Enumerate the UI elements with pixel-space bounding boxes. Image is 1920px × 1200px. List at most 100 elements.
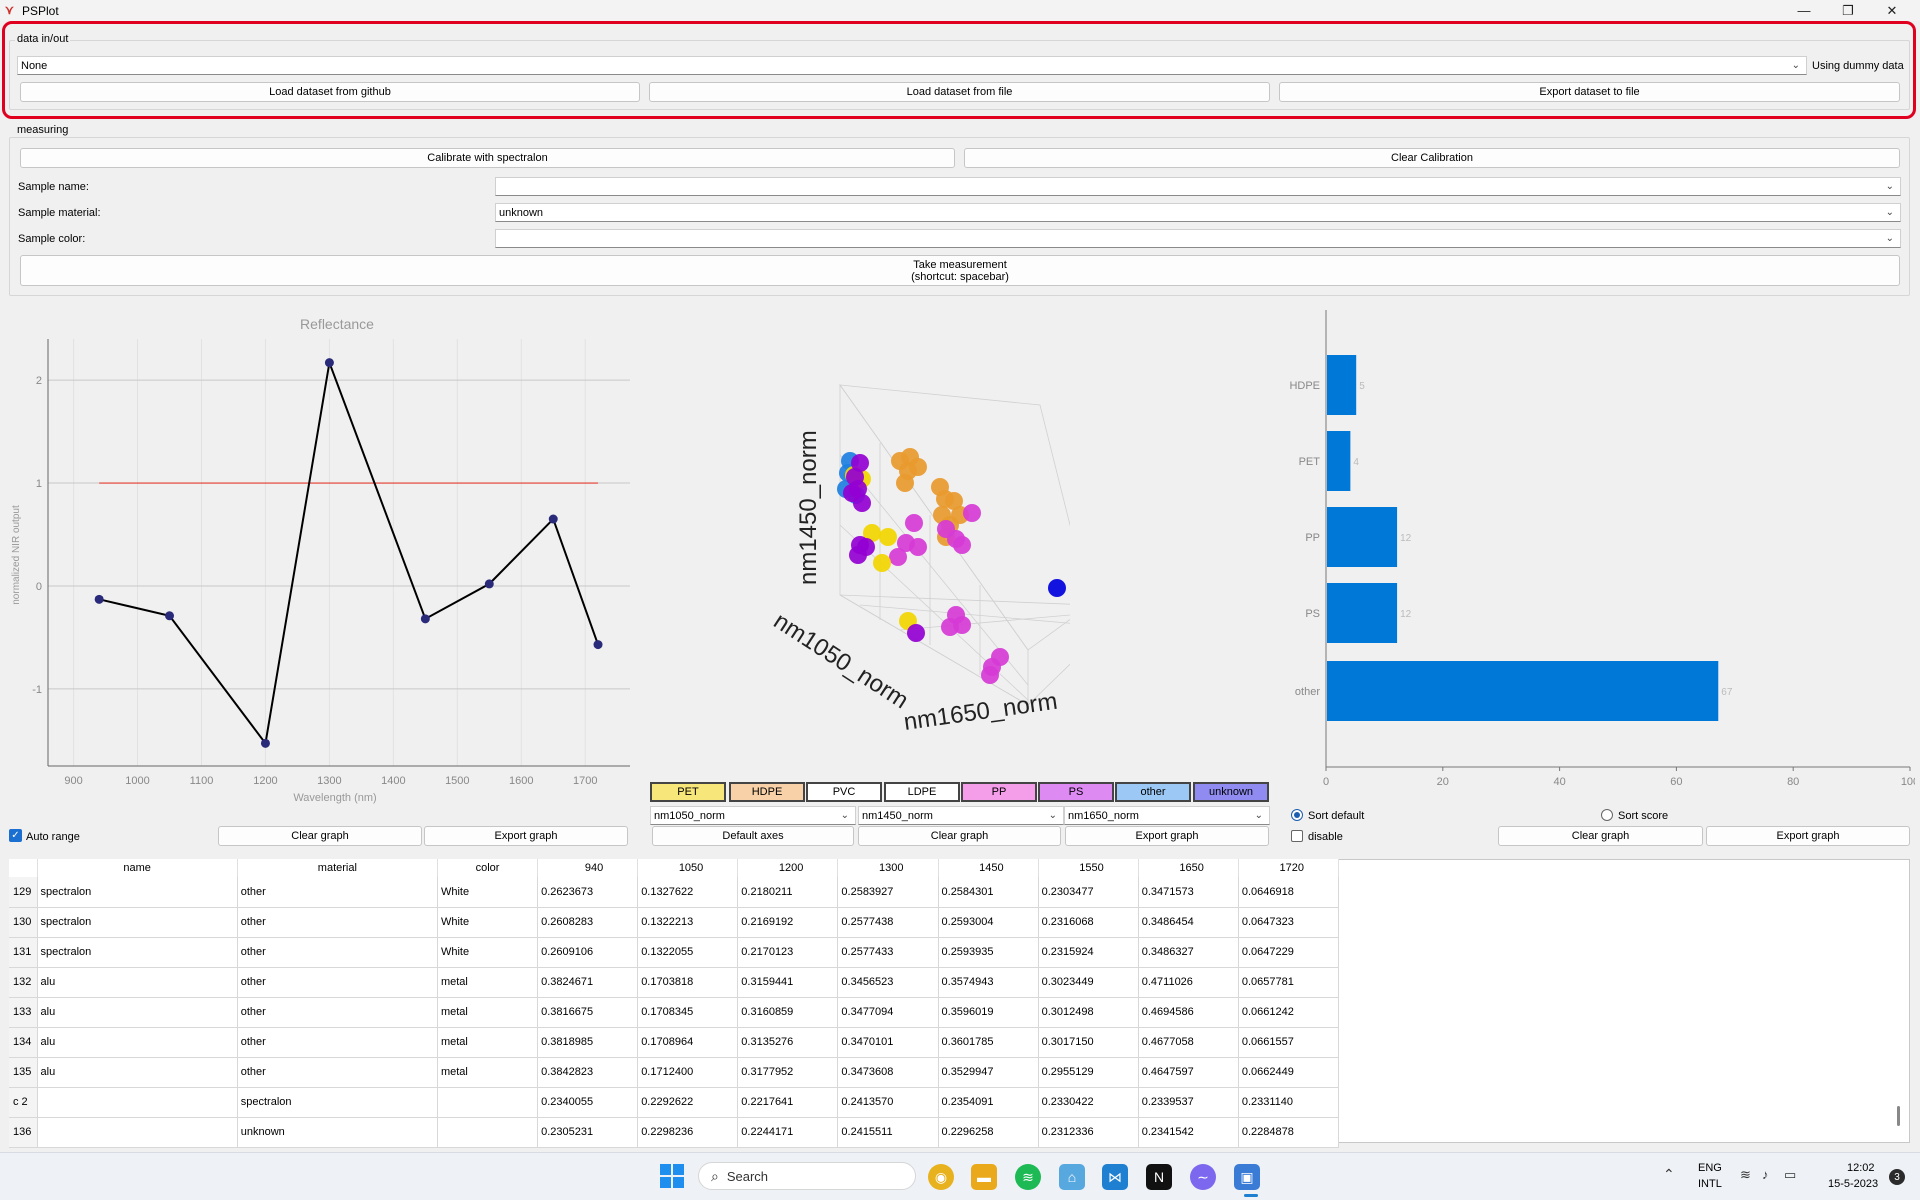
notification-badge[interactable]: 3 (1889, 1169, 1905, 1185)
scatter-clear-graph-button[interactable]: Clear graph (858, 826, 1061, 846)
table-row[interactable]: 129 spectralon other White 0.2623673 0.132762… (9, 877, 1340, 908)
start-icon[interactable] (660, 1164, 684, 1188)
clear-calibration-button[interactable]: Clear Calibration (964, 148, 1900, 168)
table-cell[interactable]: 0.3816675 (537, 997, 639, 1028)
table-cell[interactable]: 0.3470101 (837, 1027, 939, 1058)
table-cell[interactable]: 0.2169192 (737, 907, 839, 938)
export-file-button[interactable]: Export dataset to file (1279, 82, 1900, 102)
table-cell[interactable]: 0.2415511 (837, 1117, 939, 1148)
clock-time[interactable]: 12:02 (1847, 1162, 1875, 1174)
table-cell[interactable]: 0.3842823 (537, 1057, 639, 1088)
table-cell[interactable]: 0.3596019 (938, 997, 1039, 1028)
table-cell[interactable] (37, 1117, 238, 1148)
table-row[interactable]: 136 unknown 0.2305231 0.2298236 0.2244171 0.2… (9, 1117, 1340, 1148)
table-cell[interactable]: 0.2330422 (1038, 1087, 1139, 1118)
table-cell[interactable] (437, 1087, 539, 1118)
scatter-export-graph-button[interactable]: Export graph (1065, 826, 1269, 846)
taskbar-search[interactable]: ⌕ Search (698, 1162, 916, 1190)
table-cell[interactable]: 0.3012498 (1038, 997, 1139, 1028)
table-cell[interactable]: 0.4694586 (1138, 997, 1239, 1028)
table-cell[interactable]: 0.2341542 (1138, 1117, 1239, 1148)
row-header[interactable]: 132 (9, 967, 38, 998)
table-cell[interactable]: 0.1322055 (637, 937, 739, 968)
table-cell[interactable]: other (237, 1027, 438, 1058)
store-icon[interactable]: ⌂ (1059, 1164, 1085, 1190)
column-header[interactable]: 1200 (737, 859, 839, 877)
legend-chip-ldpe[interactable]: LDPE (884, 782, 960, 802)
language-label[interactable]: ENG (1698, 1162, 1722, 1174)
table-cell[interactable]: 0.0647323 (1238, 907, 1340, 938)
legend-chip-hdpe[interactable]: HDPE (729, 782, 805, 802)
table-cell[interactable]: 0.0662449 (1238, 1057, 1340, 1088)
table-cell[interactable]: 0.0657781 (1238, 967, 1340, 998)
table-cell[interactable]: 0.2593935 (938, 937, 1039, 968)
table-cell[interactable]: spectralon (37, 907, 238, 938)
table-cell[interactable]: 0.3824671 (537, 967, 639, 998)
table-row[interactable]: 135 alu other metal 0.3842823 0.1712400 0.3177… (9, 1057, 1340, 1088)
table-cell[interactable]: spectralon (37, 877, 238, 908)
column-header[interactable]: material (237, 859, 438, 877)
close-icon[interactable]: ✕ (1886, 2, 1898, 18)
table-cell[interactable]: 0.1322213 (637, 907, 739, 938)
table-cell[interactable]: 0.2577438 (837, 907, 939, 938)
table-cell[interactable]: 0.3160859 (737, 997, 839, 1028)
table-cell[interactable]: 0.2339537 (1138, 1087, 1239, 1118)
table-cell[interactable]: alu (37, 967, 238, 998)
column-header[interactable]: 1450 (938, 859, 1039, 877)
reflectance-clear-graph-button[interactable]: Clear graph (218, 826, 422, 846)
table-cell[interactable]: spectralon (237, 1087, 438, 1118)
row-header[interactable]: 136 (9, 1117, 38, 1148)
row-header[interactable]: 133 (9, 997, 38, 1028)
table-cell[interactable]: alu (37, 997, 238, 1028)
table-cell[interactable]: White (437, 937, 539, 968)
column-header[interactable]: 1050 (637, 859, 739, 877)
table-cell[interactable]: metal (437, 1057, 539, 1088)
table-cell[interactable]: 0.1703818 (637, 967, 739, 998)
take-measurement-button[interactable]: Take measurement (shortcut: spacebar) (20, 255, 1900, 286)
table-cell[interactable]: 0.3486327 (1138, 937, 1239, 968)
column-header[interactable]: 1650 (1138, 859, 1239, 877)
row-header[interactable]: 131 (9, 937, 38, 968)
chrome-icon[interactable]: ◉ (928, 1164, 954, 1190)
axis-select-y[interactable]: nm1450_norm ⌄ (858, 806, 1064, 825)
table-cell[interactable]: 0.2296258 (938, 1117, 1039, 1148)
notion-icon[interactable]: N (1146, 1164, 1172, 1190)
row-header[interactable]: 135 (9, 1057, 38, 1088)
battery-icon[interactable]: ▭ (1784, 1167, 1797, 1182)
table-cell[interactable]: White (437, 877, 539, 908)
calibrate-button[interactable]: Calibrate with spectralon (20, 148, 955, 168)
table-row[interactable]: c 2 spectralon 0.2340055 0.2292622 0.2217641… (9, 1087, 1340, 1118)
table-cell[interactable]: other (237, 877, 438, 908)
table-cell[interactable]: 0.3177952 (737, 1057, 839, 1088)
table-row[interactable]: 133 alu other metal 0.3816675 0.1708345 0.3160… (9, 997, 1340, 1028)
table-cell[interactable]: 0.2217641 (737, 1087, 839, 1118)
table-cell[interactable]: other (237, 937, 438, 968)
keyboard-layout-label[interactable]: INTL (1698, 1178, 1722, 1190)
table-cell[interactable]: 0.2609106 (537, 937, 639, 968)
table-cell[interactable]: other (237, 1057, 438, 1088)
table-cell[interactable]: White (437, 907, 539, 938)
table-cell[interactable]: 0.2303477 (1038, 877, 1139, 908)
legend-chip-pvc[interactable]: PVC (806, 782, 882, 802)
axis-select-z[interactable]: nm1650_norm ⌄ (1064, 806, 1270, 825)
table-cell[interactable]: 0.1708964 (637, 1027, 739, 1058)
table-cell[interactable]: 0.3473608 (837, 1057, 939, 1088)
table-cell[interactable] (37, 1087, 238, 1118)
table-cell[interactable]: 0.2584301 (938, 877, 1039, 908)
table-cell[interactable]: 0.0661242 (1238, 997, 1340, 1028)
table-cell[interactable]: metal (437, 997, 539, 1028)
table-cell[interactable]: 0.2316068 (1038, 907, 1139, 938)
table-cell[interactable]: metal (437, 1027, 539, 1058)
sample-name-input[interactable]: ⌄ (495, 177, 1901, 196)
table-cell[interactable]: 0.2315924 (1038, 937, 1139, 968)
row-header[interactable]: c 2 (9, 1087, 38, 1118)
table-cell[interactable]: 0.2312336 (1038, 1117, 1139, 1148)
column-header[interactable]: 940 (537, 859, 639, 877)
table-cell[interactable]: metal (437, 967, 539, 998)
sample-material-select[interactable]: unknown ⌄ (495, 203, 1901, 222)
column-header[interactable]: 1550 (1038, 859, 1139, 877)
legend-chip-unknown[interactable]: unknown (1193, 782, 1269, 802)
clock-date[interactable]: 15-5-2023 (1828, 1178, 1879, 1190)
table-cell[interactable]: 0.2170123 (737, 937, 839, 968)
table-cell[interactable]: 0.3477094 (837, 997, 939, 1028)
